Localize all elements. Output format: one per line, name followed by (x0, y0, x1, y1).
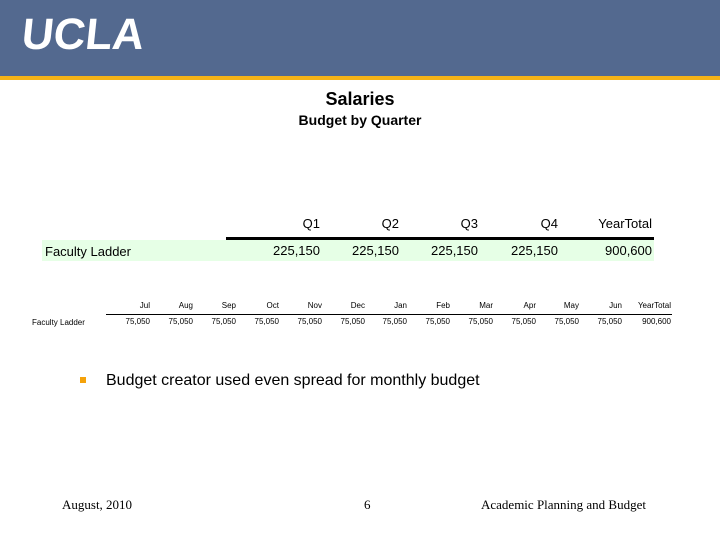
slide-title: Salaries (325, 89, 395, 109)
month-value: 75,050 (340, 317, 365, 326)
month-header: Jul (139, 301, 150, 310)
slide-subtitle: Budget by Quarter (298, 112, 422, 128)
year-total-header: YearTotal (637, 301, 671, 310)
row-label: Faculty Ladder (45, 244, 131, 259)
header-accent-band (0, 76, 720, 80)
month-value: 75,050 (125, 317, 150, 326)
footer-organization: Academic Planning and Budget (481, 497, 646, 512)
month-value: 75,050 (511, 317, 536, 326)
row-label: Faculty Ladder (32, 318, 85, 327)
quarter-value: 225,150 (431, 243, 478, 258)
table-header-rule (226, 237, 654, 240)
month-value: 75,050 (297, 317, 322, 326)
table-row (42, 240, 654, 261)
month-value: 75,050 (382, 317, 407, 326)
table-header-rule (106, 314, 672, 315)
month-value: 75,050 (211, 317, 236, 326)
month-value: 75,050 (597, 317, 622, 326)
month-value: 75,050 (254, 317, 279, 326)
quarter-value: 225,150 (352, 243, 399, 258)
month-header: Oct (266, 301, 279, 310)
quarter-header: Q1 (302, 216, 320, 231)
quarter-header: Q2 (381, 216, 399, 231)
quarter-value: 225,150 (511, 243, 558, 258)
month-header: May (563, 301, 579, 310)
bullet-item: Budget creator used even spread for mont… (106, 372, 480, 389)
month-header: Jan (394, 301, 407, 310)
month-header: Mar (479, 301, 493, 310)
month-header: Jun (609, 301, 622, 310)
month-value: 75,050 (554, 317, 579, 326)
year-total-value: 900,600 (605, 243, 652, 258)
quarter-header: Q3 (460, 216, 478, 231)
month-value: 75,050 (168, 317, 193, 326)
month-header: Aug (178, 301, 193, 310)
month-value: 75,050 (468, 317, 493, 326)
year-total-header: YearTotal (598, 216, 652, 231)
month-header: Dec (350, 301, 365, 310)
header-bar (0, 0, 720, 76)
month-header: Sep (221, 301, 236, 310)
month-value: 75,050 (425, 317, 450, 326)
month-header: Feb (436, 301, 450, 310)
footer-date: August, 2010 (62, 497, 133, 512)
bullet-marker (80, 377, 86, 383)
quarter-header: Q4 (540, 216, 558, 231)
footer-page-number: 6 (364, 497, 371, 512)
quarter-value: 225,150 (273, 243, 320, 258)
ucla-logo: UCLA (19, 10, 147, 59)
month-header: Apr (523, 301, 536, 310)
month-header: Nov (307, 301, 322, 310)
year-total-value: 900,600 (642, 317, 671, 326)
